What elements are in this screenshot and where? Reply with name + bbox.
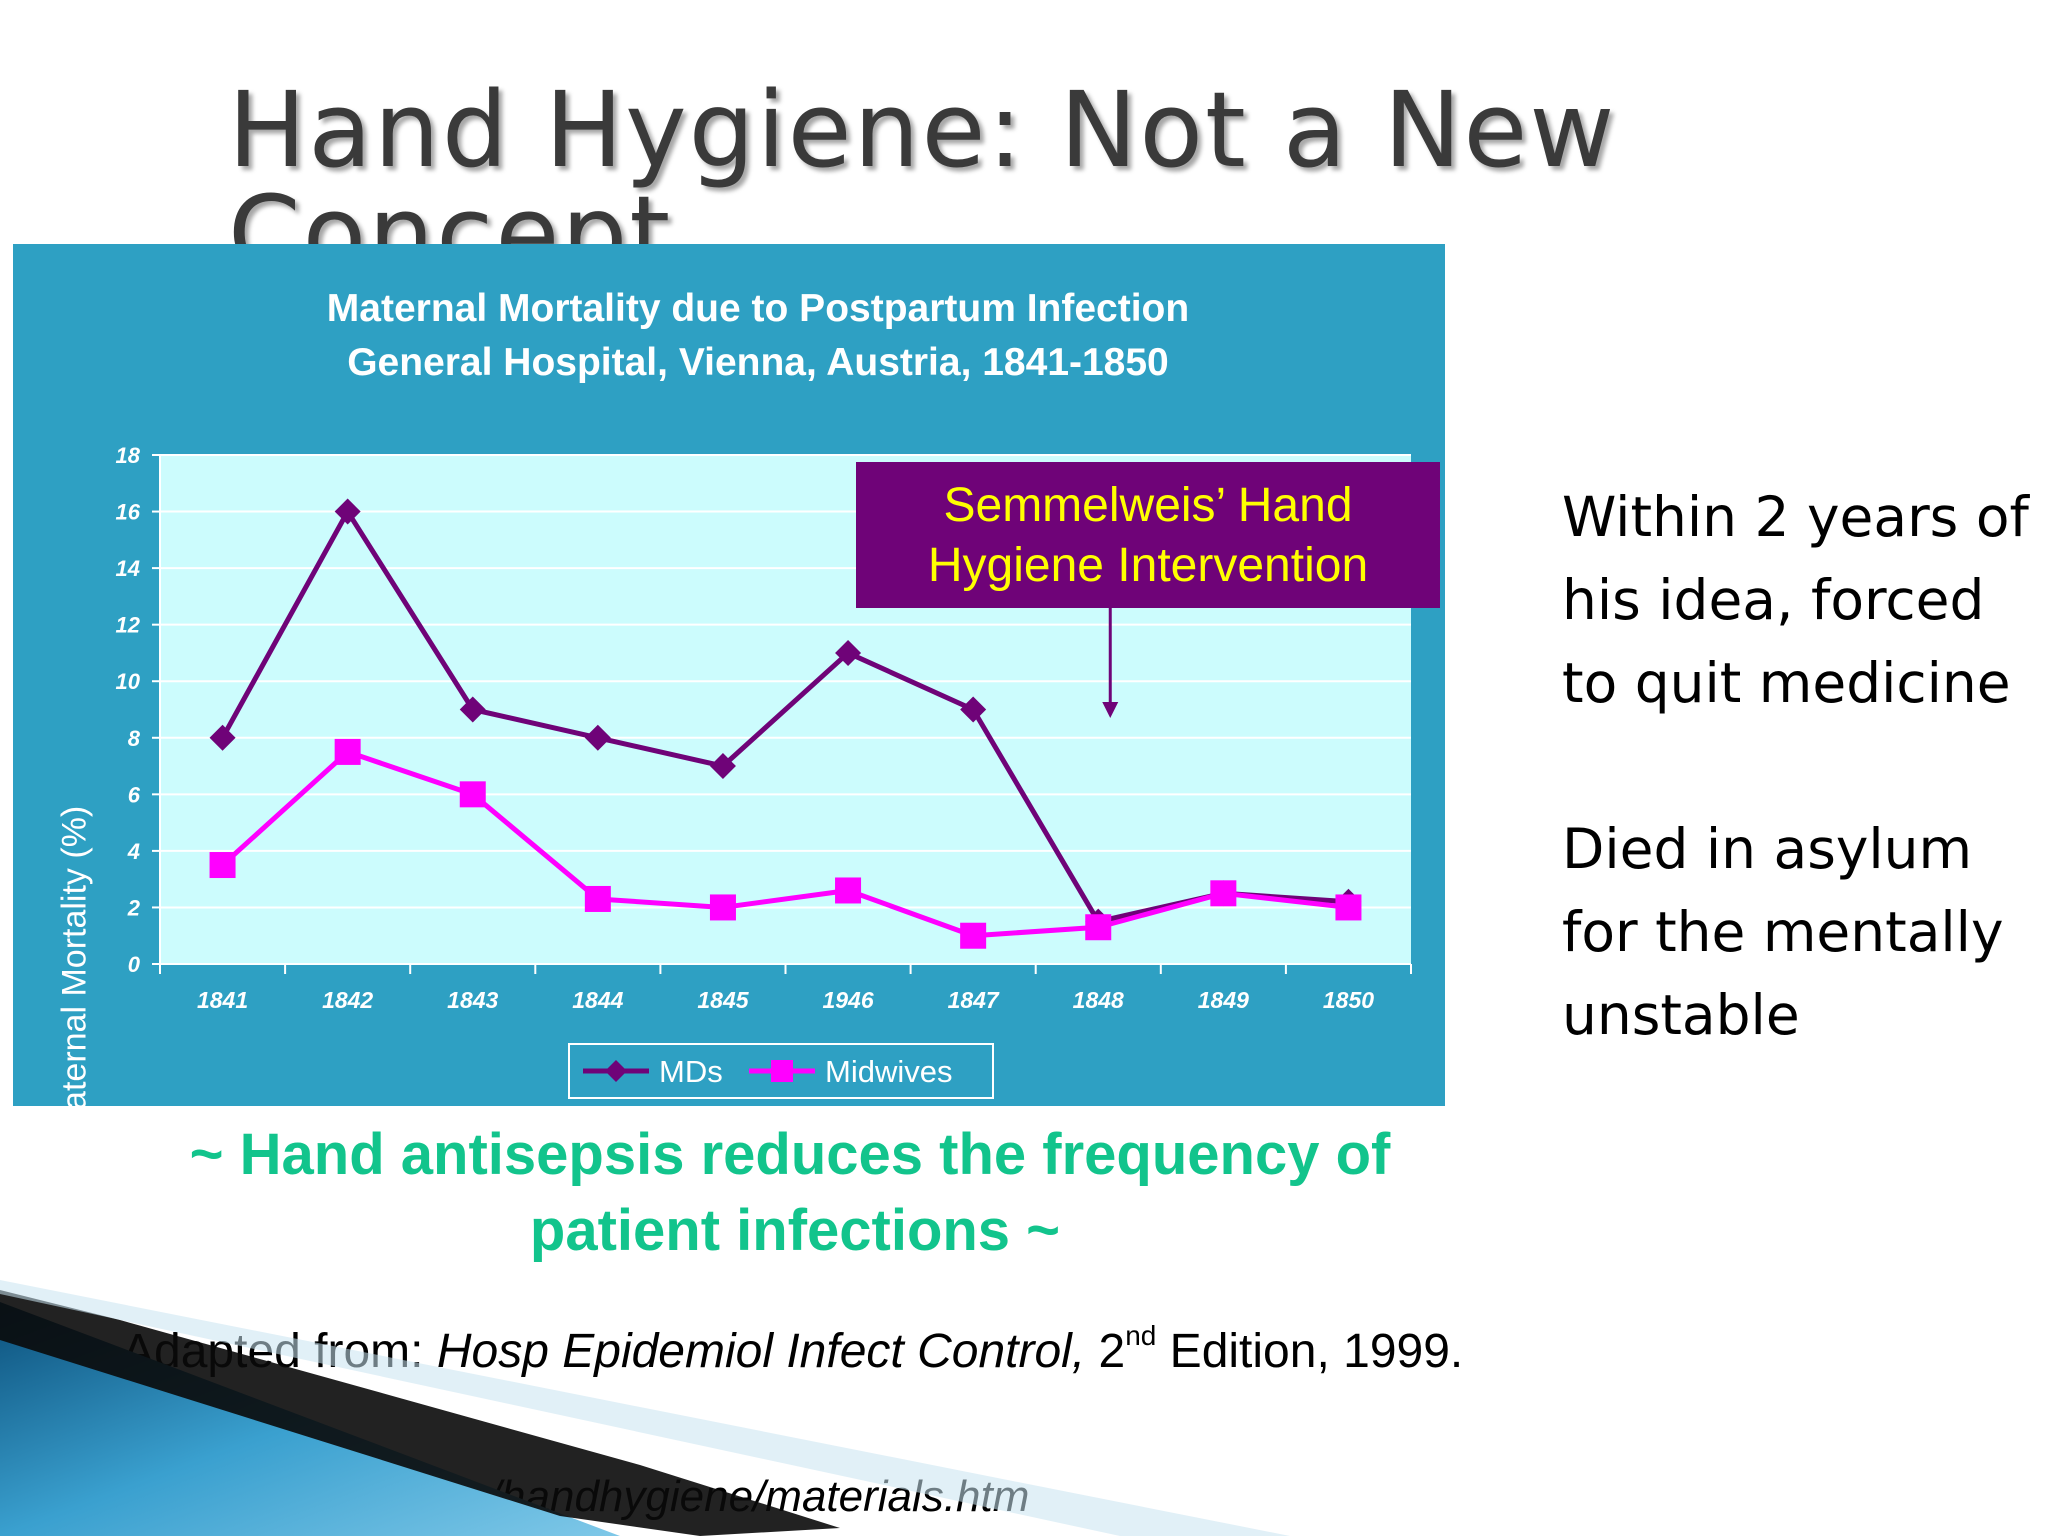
midwives-square-point: [709, 894, 736, 921]
mds-diamond-point: [584, 724, 611, 751]
x-tick-label: 1842: [322, 987, 373, 1013]
paragraph-gap: [1562, 725, 2042, 808]
x-tick-label: 1847: [948, 987, 1000, 1013]
side-note-line: unstable: [1562, 983, 1800, 1047]
legend-label-mds: MDs: [659, 1054, 723, 1089]
y-tick-label: 18: [116, 443, 141, 468]
midwives-square-point: [1210, 880, 1237, 907]
midwives-square-point: [209, 852, 236, 879]
citation-edition-superscript: nd: [1125, 1320, 1157, 1351]
slide-title-line-1: Hand Hygiene: Not a New: [228, 69, 1617, 191]
x-tick-label: 1850: [1323, 987, 1374, 1013]
midwives-square-point: [960, 922, 987, 949]
side-note-line: to quit medicine: [1562, 651, 2011, 715]
x-tick-label: 1849: [1198, 987, 1249, 1013]
annotation-arrow-head: [1102, 702, 1119, 718]
mds-diamond-point: [960, 696, 987, 723]
series-line-midwives: [220, 749, 1349, 939]
legend-label-midwives: Midwives: [825, 1054, 952, 1089]
y-tick-label: 6: [128, 782, 141, 807]
y-tick-label: 8: [128, 726, 141, 751]
y-tick-label: 10: [116, 669, 141, 694]
x-tick-label: 1845: [697, 987, 749, 1013]
x-tick-label: 1841: [197, 987, 248, 1013]
side-note-line: Within 2 years of: [1562, 485, 2029, 549]
mds-diamond-point: [459, 696, 486, 723]
legend-square-marker: [771, 1060, 793, 1082]
citation-journal: Hosp Epidemiol Infect Control,: [436, 1325, 1086, 1378]
y-tick-label: 14: [116, 556, 140, 581]
x-tick-label: 1848: [1073, 987, 1124, 1013]
citation-prefix: Adapted from:: [122, 1325, 437, 1378]
mds-diamond-point: [835, 639, 862, 666]
citation-suffix: Edition, 1999.: [1156, 1325, 1464, 1378]
intervention-annotation: Semmelweis’ Hand Hygiene Intervention: [856, 462, 1440, 608]
y-tick-label: 12: [116, 613, 141, 638]
tagline-line-1: ~ Hand antisepsis reduces the frequency …: [189, 1122, 1391, 1187]
mds-diamond-point: [209, 724, 236, 751]
slide-title: Hand Hygiene: Not a New Concept: [228, 78, 1788, 286]
tagline-line-2: patient infections ~: [529, 1198, 1061, 1263]
midwives-square-point: [1085, 914, 1112, 941]
annotation-line-1: Semmelweis’ Hand: [943, 479, 1353, 532]
line-chart: 0 2 4 6 8 10 12 14 16 18 1841 1842 1843 1844 1845 1946 1…: [116, 443, 1412, 1099]
chart-title-line-2: General Hospital, Vienna, Austria, 1841-…: [347, 341, 1169, 384]
side-note-line: his idea, forced: [1562, 568, 1985, 632]
midwives-square-point: [584, 885, 611, 912]
side-note-line: Died in asylum: [1562, 817, 1973, 881]
chart-panel: Maternal Mortality due to Postpartum Inf…: [13, 244, 1445, 1138]
citation: Adapted from: Hosp Epidemiol Infect Cont…: [122, 1320, 1463, 1379]
citation-edition-number: 2: [1085, 1325, 1126, 1378]
chart-title-line-1: Maternal Mortality due to Postpartum Inf…: [326, 287, 1190, 330]
x-tick-label: 1946: [822, 987, 873, 1013]
x-tick-label: 1843: [447, 987, 498, 1013]
legend-diamond-marker: [605, 1060, 627, 1082]
annotation-line-2: Hygiene Intervention: [927, 539, 1369, 592]
y-tick-label: 16: [116, 500, 141, 525]
mds-diamond-point: [334, 498, 361, 525]
y-tick-label: 0: [128, 952, 141, 977]
series-line-mds: [220, 509, 1349, 925]
midwives-square-point: [1335, 894, 1362, 921]
side-note-line: for the mentally: [1562, 900, 2004, 964]
midwives-square-point: [334, 738, 361, 765]
side-note: Within 2 years of his idea, forced to qu…: [1562, 476, 2042, 1057]
x-tick-label: 1844: [572, 987, 623, 1013]
midwives-square-point: [835, 877, 862, 904]
mds-diamond-point: [709, 753, 736, 780]
y-tick-label: 4: [127, 839, 140, 864]
source-url[interactable]: http://www.cdc.gov/handhygiene/materials…: [122, 1472, 1030, 1521]
legend-box: [568, 1043, 994, 1099]
y-tick-label: 2: [127, 895, 141, 920]
midwives-square-point: [459, 781, 486, 808]
